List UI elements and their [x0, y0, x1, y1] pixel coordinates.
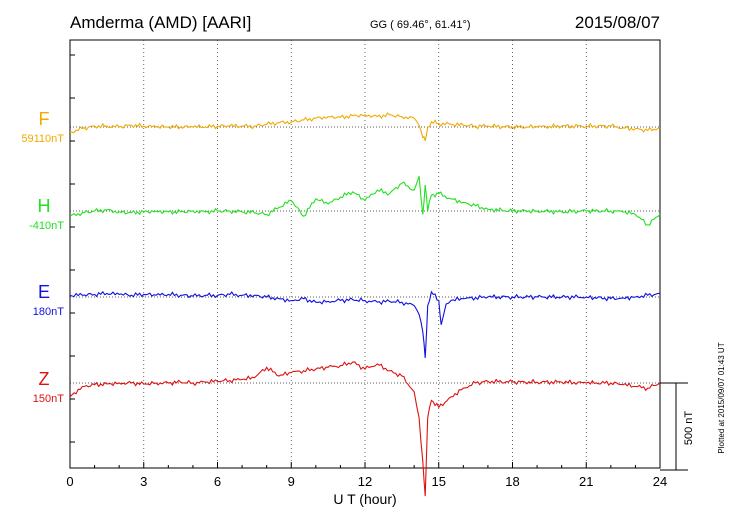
- series-name-Z: Z: [39, 369, 50, 389]
- series-line-F: [70, 112, 661, 142]
- series-baseline-label-Z: 150nT: [33, 393, 64, 405]
- series-name-E: E: [38, 282, 50, 302]
- scale-bar: 500 nT: [660, 382, 695, 471]
- series-name-F: F: [39, 109, 50, 129]
- x-tick-label-18: 18: [505, 474, 519, 489]
- x-tick-label-21: 21: [579, 474, 593, 489]
- series-labels: F 59110nT H -410nT E 180nT Z 150nT: [21, 109, 64, 405]
- coords-label: GG ( 69.46°, 61.41°): [370, 19, 471, 31]
- x-tick-label-9: 9: [288, 474, 295, 489]
- x-ticks: 0 3 6 9 12 15 18 21 24: [66, 54, 667, 489]
- x-tick-label-15: 15: [432, 474, 446, 489]
- date-label: 2015/08/07: [575, 13, 660, 32]
- x-tick-label-12: 12: [358, 474, 372, 489]
- series-name-H: H: [38, 196, 51, 216]
- x-tick-label-3: 3: [140, 474, 147, 489]
- series-baseline-label-H: -410nT: [29, 220, 64, 232]
- scale-bar-label: 500 nT: [683, 411, 695, 446]
- x-tick-label-6: 6: [214, 474, 221, 489]
- series-baseline-label-E: 180nT: [33, 306, 64, 318]
- x-tick-label-24: 24: [653, 474, 667, 489]
- series-line-Z: [69, 361, 661, 497]
- series-line-H: [69, 176, 661, 226]
- plotted-note: Plotted at 2015/09/07 01:43 UT: [717, 342, 726, 453]
- series-baseline-label-F: 59110nT: [21, 133, 64, 145]
- x-tick-label-0: 0: [66, 474, 73, 489]
- station-title: Amderma (AMD) [AARI]: [70, 13, 251, 32]
- grid-lines: [143, 40, 587, 468]
- series-group: [69, 112, 661, 497]
- series-line-E: [69, 290, 661, 358]
- x-axis-label: U T (hour): [333, 491, 396, 507]
